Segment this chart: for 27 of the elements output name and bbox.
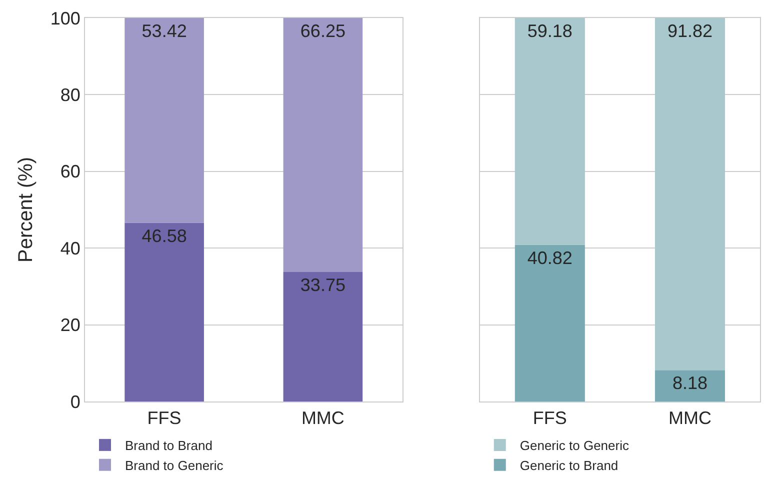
legend-label: Generic to Generic <box>520 438 630 454</box>
data-label: 59.18 <box>527 21 572 41</box>
y-tick-label: 40 <box>60 238 80 258</box>
bar <box>283 18 363 272</box>
data-label: 91.82 <box>667 21 712 41</box>
data-label: 8.18 <box>672 373 708 394</box>
y-tick-label: 60 <box>60 162 80 182</box>
data-label: 40.82 <box>527 248 572 268</box>
y-tick-label: 80 <box>60 84 80 105</box>
legend-label: Brand to Generic <box>125 458 224 473</box>
y-tick-label: 100 <box>50 8 80 28</box>
y-tick-label: 0 <box>70 392 80 412</box>
legend-label: Brand to Brand <box>125 438 212 454</box>
y-axis-title: Percent (%) <box>14 156 37 263</box>
y-tick-label: 20 <box>60 315 80 336</box>
x-tick-label: MMC <box>668 408 712 428</box>
x-tick-label: FFS <box>532 408 567 428</box>
legend-label: Generic to Brand <box>520 458 618 473</box>
x-tick-label: MMC <box>301 408 344 428</box>
data-label: 53.42 <box>142 21 187 41</box>
bar <box>283 272 363 402</box>
data-label: 33.75 <box>300 275 346 296</box>
bar <box>124 222 204 402</box>
bar <box>124 18 204 223</box>
data-label: 66.25 <box>300 21 346 41</box>
data-label: 46.58 <box>142 226 187 246</box>
x-tick-label: FFS <box>147 408 182 428</box>
